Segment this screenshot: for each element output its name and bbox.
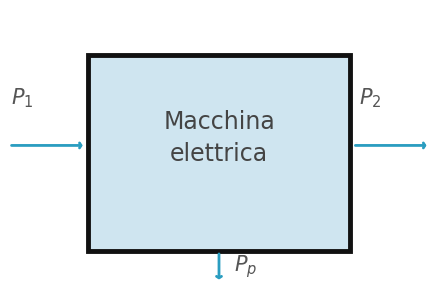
Text: Macchina
elettrica: Macchina elettrica [163,110,275,166]
FancyBboxPatch shape [88,55,350,251]
Text: $P_p$: $P_p$ [234,253,258,280]
Text: $P_2$: $P_2$ [359,86,381,110]
Text: $P_1$: $P_1$ [11,86,33,110]
